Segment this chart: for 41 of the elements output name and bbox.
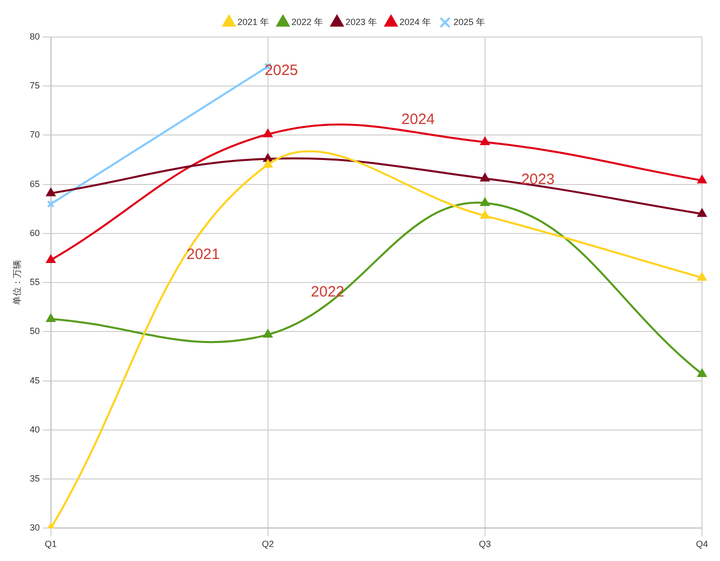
legend-label: 2022 年 (291, 16, 323, 27)
point (480, 210, 490, 219)
y-tick-label: 40 (30, 424, 40, 434)
point (480, 198, 490, 206)
y-axis-title: 单位：万辆 (12, 260, 22, 306)
y-tick-label: 65 (30, 178, 40, 189)
y-tick-label: 75 (30, 80, 40, 91)
legend-label: 2025 年 (454, 16, 486, 27)
point (263, 160, 272, 168)
y-tick-label: 80 (30, 31, 40, 42)
annotation: 2023 (521, 171, 555, 188)
annotation: 2024 (401, 111, 435, 128)
y-tick-label: 35 (30, 474, 40, 484)
y-tick-label: 70 (30, 130, 40, 140)
point (480, 173, 490, 182)
annotation: 2025 (264, 62, 298, 80)
point (263, 154, 272, 162)
annotation: 2022 (310, 284, 344, 301)
y-tick-label: 45 (30, 375, 40, 386)
point (480, 137, 490, 146)
legend-label: 2023 年 (345, 16, 378, 27)
x-tick-label: Q3 (478, 539, 491, 550)
y-tick-label: 55 (30, 277, 40, 288)
y-tick-label: 30 (30, 522, 40, 533)
y-tick-label: 50 (30, 326, 40, 336)
point (698, 175, 706, 184)
x-tick-label: Q1 (44, 539, 57, 550)
annotation: 2021 (186, 246, 220, 264)
point (263, 129, 272, 138)
x-tick-label: Q2 (262, 539, 274, 550)
point (263, 330, 272, 338)
y-tick-label: 60 (30, 228, 40, 238)
point (46, 314, 56, 322)
point (698, 272, 706, 281)
point (698, 368, 706, 377)
x-tick-label: Q4 (696, 539, 708, 550)
point (46, 188, 56, 196)
point (698, 208, 706, 217)
legend-label: 2024 年 (400, 16, 432, 27)
legend-label: 2021 年 (237, 16, 269, 27)
point (46, 255, 56, 264)
